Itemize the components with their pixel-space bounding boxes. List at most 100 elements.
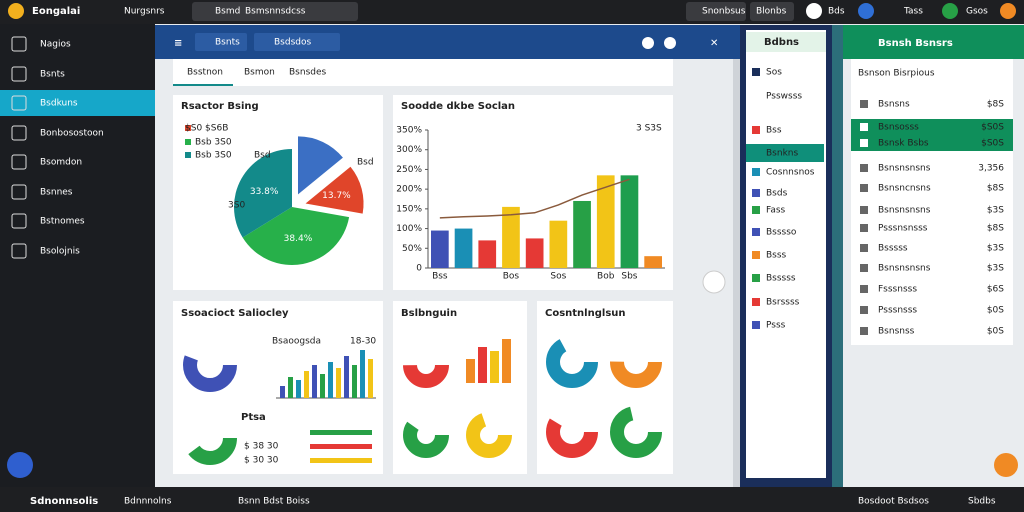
list-item[interactable]: Psss bbox=[766, 321, 786, 331]
close[interactable]: ✕ bbox=[710, 38, 718, 49]
row-value: $3S bbox=[987, 264, 1004, 274]
row-label[interactable]: Bsssss bbox=[878, 244, 908, 254]
row-label[interactable]: Bsnsncnsns bbox=[878, 184, 931, 194]
button[interactable] bbox=[750, 2, 794, 21]
bottom-item[interactable]: Bosdoot Bsdsos bbox=[858, 497, 929, 507]
select-label[interactable]: Bsnts bbox=[215, 38, 240, 48]
list-item[interactable]: Sos bbox=[766, 68, 782, 78]
select[interactable] bbox=[195, 33, 247, 51]
nav-item[interactable]: Nagios bbox=[40, 40, 71, 50]
list-icon bbox=[752, 274, 760, 282]
nav-item[interactable]: Bsdkuns bbox=[40, 99, 78, 109]
bottom-item[interactable]: Bsnn Bdst Boiss bbox=[238, 497, 310, 507]
bar bbox=[525, 238, 544, 268]
fab[interactable] bbox=[994, 453, 1018, 477]
help-button[interactable] bbox=[7, 452, 33, 478]
row-label[interactable]: Bsnsk Bsbs bbox=[878, 139, 929, 149]
list-item[interactable]: Bsrssss bbox=[766, 298, 800, 308]
nav-item[interactable]: Bsnnes bbox=[40, 188, 73, 198]
nav-item[interactable]: Bsomdon bbox=[40, 158, 82, 168]
bottom-bar bbox=[0, 487, 1024, 512]
select-label[interactable]: Bsdsdos bbox=[274, 38, 311, 48]
fab[interactable] bbox=[702, 270, 726, 294]
list-item[interactable]: Cosnnsnos bbox=[766, 168, 815, 178]
mini-bar bbox=[280, 386, 285, 398]
list-item[interactable]: Fass bbox=[766, 206, 786, 216]
nav-icon bbox=[11, 243, 27, 259]
row-label[interactable]: Fsssnsss bbox=[878, 285, 917, 295]
row-label[interactable]: Bsnsnsnsns bbox=[878, 164, 931, 174]
select[interactable] bbox=[254, 33, 340, 51]
tab[interactable]: Bsmon bbox=[244, 68, 275, 78]
row-value: $8S bbox=[987, 224, 1004, 234]
side-label: Bsd bbox=[254, 151, 271, 161]
row-label[interactable]: Bsnsnss bbox=[878, 327, 915, 337]
account-box[interactable] bbox=[686, 2, 746, 21]
list-icon bbox=[752, 149, 760, 157]
nav-icon bbox=[11, 66, 27, 82]
pie-slice bbox=[305, 166, 364, 214]
icon[interactable] bbox=[942, 3, 958, 19]
home[interactable]: Sdnonnsolis bbox=[30, 496, 98, 507]
legend-label: $S0 $S6B bbox=[185, 124, 228, 134]
menu[interactable]: Nurgsnrs bbox=[124, 7, 165, 17]
bar bbox=[644, 256, 662, 268]
list-item[interactable]: Bsssso bbox=[766, 228, 797, 238]
icon[interactable] bbox=[664, 37, 676, 49]
menu-icon[interactable]: ≡ bbox=[174, 38, 182, 49]
list-item[interactable]: Bss bbox=[766, 126, 782, 136]
list-item[interactable]: Bsss bbox=[766, 251, 787, 261]
row-value: $8S bbox=[987, 184, 1004, 194]
y-tick-label: 300% bbox=[396, 145, 422, 155]
row-icon bbox=[860, 306, 868, 314]
list-item[interactable]: Psswsss bbox=[766, 92, 802, 102]
pie-slice bbox=[242, 207, 350, 265]
list-item[interactable]: Bsds bbox=[766, 189, 788, 199]
search-label: Bsmd bbox=[215, 7, 240, 17]
side-label: 3S0 bbox=[228, 201, 245, 211]
legend-label: Bsb 3S0 bbox=[195, 151, 232, 161]
scrollbar[interactable] bbox=[733, 59, 740, 487]
row-value: 3,356 bbox=[978, 164, 1004, 174]
nav-item[interactable]: Bonbosostoon bbox=[40, 129, 104, 139]
row-label[interactable]: Psssnsss bbox=[878, 306, 917, 316]
mini-bar bbox=[344, 356, 349, 398]
card-title: Rsactor Bsing bbox=[181, 101, 259, 112]
pie-slice bbox=[298, 136, 343, 195]
list-item[interactable]: Bsssss bbox=[766, 274, 796, 284]
y-tick-label: 50% bbox=[402, 244, 422, 254]
avatar[interactable] bbox=[806, 3, 822, 19]
bar bbox=[502, 206, 520, 268]
icon[interactable] bbox=[642, 37, 654, 49]
nav-item[interactable]: Bsolojnis bbox=[40, 247, 80, 257]
row-label[interactable]: Bsnsns bbox=[878, 100, 910, 110]
nav-item[interactable]: Bsnts bbox=[40, 70, 65, 80]
list-item[interactable]: Bsnkns bbox=[766, 149, 798, 159]
button-label[interactable]: Blonbs bbox=[756, 7, 787, 17]
bottom-item[interactable]: Bdnnnolns bbox=[124, 497, 172, 507]
bar bbox=[549, 220, 568, 268]
search-box[interactable] bbox=[192, 2, 358, 21]
tab[interactable]: Bsstnon bbox=[187, 68, 223, 78]
mini-bar bbox=[478, 347, 487, 383]
row-label[interactable]: Bsnsnsnsns bbox=[878, 206, 931, 216]
tab[interactable]: Bsnsdes bbox=[289, 68, 327, 78]
nav-item[interactable]: Bstnomes bbox=[40, 217, 85, 227]
icon[interactable] bbox=[858, 3, 874, 19]
nav-icon bbox=[11, 213, 27, 229]
mini-bar bbox=[490, 351, 499, 383]
row-icon bbox=[860, 224, 868, 232]
row-label[interactable]: Bsnsnsnsns bbox=[878, 264, 931, 274]
account[interactable]: Snonbsus bbox=[702, 7, 746, 17]
search-text: Bsmsnnsdcss bbox=[245, 7, 306, 17]
donut bbox=[183, 411, 237, 465]
row-label[interactable]: Bsnsosss bbox=[878, 123, 919, 133]
trend-line bbox=[439, 178, 630, 219]
mini-bar bbox=[304, 371, 309, 398]
avatar[interactable] bbox=[1000, 3, 1016, 19]
bottom-user[interactable]: Sbdbs bbox=[968, 497, 996, 507]
row-label[interactable]: Psssnsnsss bbox=[878, 224, 928, 234]
y-tick-label: 100% bbox=[396, 224, 422, 234]
list-icon bbox=[752, 189, 760, 197]
